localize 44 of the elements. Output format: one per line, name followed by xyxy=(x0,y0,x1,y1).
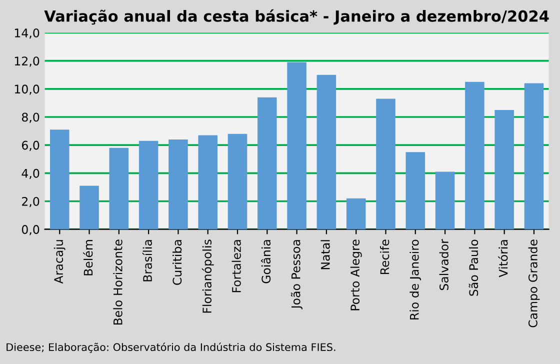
x-tick-label: Recife xyxy=(380,240,390,274)
x-tick-label: Rio de Janeiro xyxy=(410,240,422,320)
y-tick-label: 6,0 xyxy=(22,140,40,151)
bar xyxy=(228,134,248,230)
y-tick-label: 4,0 xyxy=(22,168,40,180)
y-tick-label: 12,0 xyxy=(14,56,40,67)
x-tick-label: São Paulo xyxy=(468,240,478,296)
y-tick-label: 0,0 xyxy=(22,225,40,236)
bar xyxy=(376,98,396,230)
x-tick-label: Fortaleza xyxy=(232,240,241,292)
bar xyxy=(109,148,129,230)
x-tick-label: Belo Horizonte xyxy=(113,240,122,325)
x-tick-label: Curitiba xyxy=(172,240,182,285)
bar xyxy=(524,83,544,230)
bar xyxy=(465,82,484,230)
y-tick-label: 10,0 xyxy=(14,84,40,95)
bar xyxy=(80,186,99,230)
bar xyxy=(258,97,277,230)
x-tick-label: Porto Alegre xyxy=(350,240,362,310)
x-tick-label: Belém xyxy=(83,240,93,276)
x-tick-label: Salvador xyxy=(439,239,448,290)
x-tick-label: Brasília xyxy=(142,240,152,282)
x-tick-label: Campo Grande xyxy=(528,240,540,328)
text: Dieese; Elaboração: Observatório da Indústria do Sistema FIES. xyxy=(6,342,336,353)
x-tick-label: Vitória xyxy=(498,240,508,278)
x-tick-label: Aracaju xyxy=(54,240,66,284)
x-tick-label: Goiânia xyxy=(260,240,271,284)
y-tick-label: 14,0 xyxy=(14,28,40,39)
bar xyxy=(138,140,158,230)
bar xyxy=(435,172,455,230)
bar xyxy=(494,110,514,230)
bar xyxy=(50,130,70,230)
bar xyxy=(168,139,188,230)
bar xyxy=(346,198,366,230)
bar xyxy=(198,135,218,230)
bar xyxy=(316,74,336,230)
bar xyxy=(406,152,426,230)
chart-title: Variação anual da cesta básica* - Janeiro a dezembro/2024 xyxy=(44,9,549,25)
x-tick-label: Natal xyxy=(320,240,330,270)
y-tick-label: 2,0 xyxy=(22,196,40,208)
y-tick-label: 8,0 xyxy=(22,112,40,123)
bar xyxy=(287,62,306,230)
x-tick-label: Florianópolis xyxy=(202,240,214,313)
x-tick-label: João Pessoa xyxy=(290,240,302,310)
